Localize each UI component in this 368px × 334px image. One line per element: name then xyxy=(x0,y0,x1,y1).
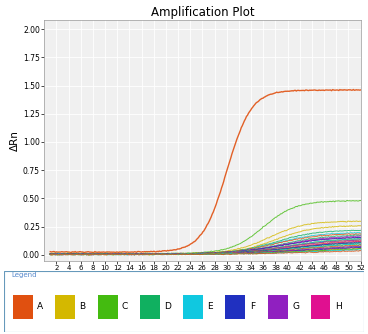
Title: Amplification Plot: Amplification Plot xyxy=(151,6,254,19)
Bar xyxy=(183,295,203,319)
Text: Legend: Legend xyxy=(11,273,36,279)
Bar xyxy=(268,295,288,319)
X-axis label: Cycle: Cycle xyxy=(188,276,217,286)
Text: C: C xyxy=(122,303,128,312)
Text: H: H xyxy=(335,303,342,312)
Bar xyxy=(311,295,330,319)
Text: A: A xyxy=(37,303,43,312)
Text: D: D xyxy=(164,303,171,312)
Bar xyxy=(140,295,160,319)
Text: G: G xyxy=(292,303,299,312)
Y-axis label: ΔRn: ΔRn xyxy=(10,130,20,151)
Text: F: F xyxy=(250,303,255,312)
Bar xyxy=(55,295,75,319)
Text: E: E xyxy=(207,303,213,312)
Bar xyxy=(98,295,118,319)
Text: B: B xyxy=(79,303,85,312)
Bar xyxy=(226,295,245,319)
Bar xyxy=(13,295,32,319)
